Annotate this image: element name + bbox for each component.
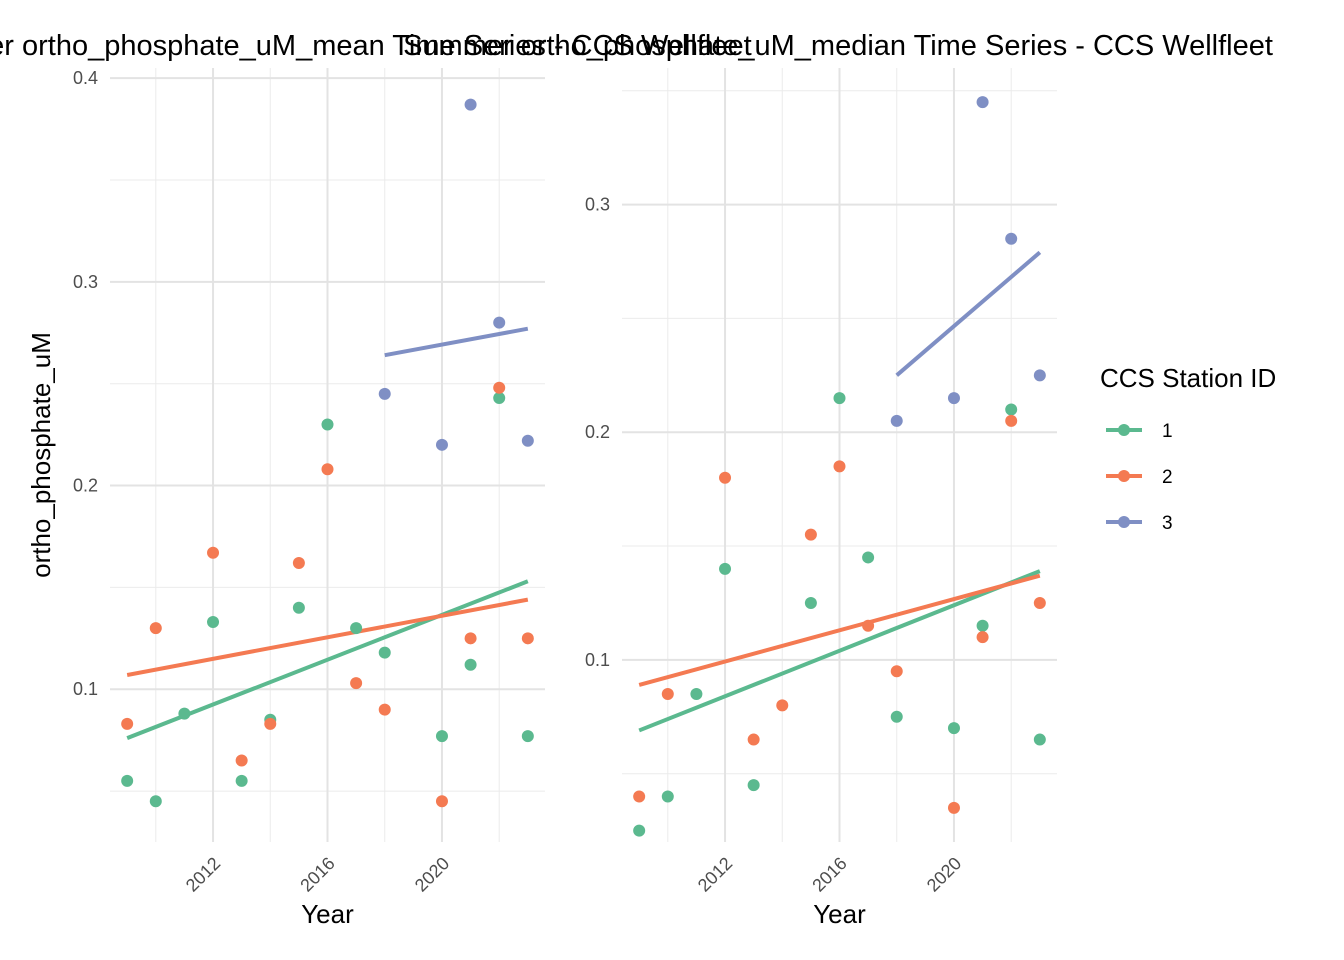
data-point-series-2 <box>633 790 645 802</box>
x-axis-title: Year <box>301 899 354 929</box>
data-point-series-2 <box>207 547 219 559</box>
data-point-series-2 <box>493 382 505 394</box>
legend-key-point <box>1118 470 1130 482</box>
data-point-series-2 <box>236 755 248 767</box>
legend-title: CCS Station ID <box>1100 363 1276 393</box>
data-point-series-3 <box>891 415 903 427</box>
x-tick-label: 2016 <box>808 853 850 895</box>
data-point-series-2 <box>121 718 133 730</box>
data-point-series-1 <box>977 620 989 632</box>
x-tick-label: 2012 <box>182 853 224 895</box>
data-point-series-2 <box>322 463 334 475</box>
legend-entry-1: 1 <box>1106 421 1173 442</box>
trend-line-series-3 <box>385 329 528 355</box>
chart-title: Summer ortho_phosphate_uM_median Time Se… <box>403 30 1273 62</box>
data-point-series-1 <box>293 602 305 614</box>
data-point-series-2 <box>1034 597 1046 609</box>
x-axis-title: Year <box>813 899 866 929</box>
data-point-series-1 <box>662 790 674 802</box>
data-point-series-3 <box>977 96 989 108</box>
data-point-series-1 <box>748 779 760 791</box>
data-point-series-2 <box>719 472 731 484</box>
legend-label: 3 <box>1162 513 1173 534</box>
data-point-series-1 <box>522 730 534 742</box>
legend-key-point <box>1118 424 1130 436</box>
data-point-series-1 <box>436 730 448 742</box>
data-point-series-1 <box>862 551 874 563</box>
y-tick-label: 0.1 <box>585 650 610 670</box>
trend-line-series-3 <box>897 252 1040 375</box>
y-tick-label: 0.3 <box>73 272 98 292</box>
data-point-series-2 <box>293 557 305 569</box>
y-tick-label: 0.2 <box>73 476 98 496</box>
legend-entry-2: 2 <box>1106 467 1173 488</box>
data-point-series-1 <box>379 647 391 659</box>
data-point-series-2 <box>948 802 960 814</box>
data-point-series-3 <box>522 435 534 447</box>
legend-label: 1 <box>1162 421 1173 442</box>
data-point-series-1 <box>690 688 702 700</box>
data-point-series-1 <box>834 392 846 404</box>
data-point-series-1 <box>633 825 645 837</box>
data-point-series-1 <box>207 616 219 628</box>
x-tick-label: 2020 <box>411 853 453 895</box>
data-point-series-3 <box>493 317 505 329</box>
y-axis-title: ortho_phosphate_uM <box>26 332 56 578</box>
data-point-series-1 <box>891 711 903 723</box>
legend-key-point <box>1118 516 1130 528</box>
data-point-series-2 <box>150 622 162 634</box>
gridlines <box>622 68 1057 842</box>
data-point-series-3 <box>1034 369 1046 381</box>
data-point-series-1 <box>236 775 248 787</box>
data-point-series-3 <box>465 99 477 111</box>
data-point-series-1 <box>948 722 960 734</box>
y-tick-label: 0.3 <box>585 195 610 215</box>
legend-label: 2 <box>1162 467 1173 488</box>
data-point-series-3 <box>379 388 391 400</box>
panel-2: 0.1 0.2 0.3 2012 2016 2020 Year Summer ortho_ph… <box>403 30 1273 929</box>
y-tick-label: 0.1 <box>73 679 98 699</box>
data-point-series-2 <box>748 734 760 746</box>
data-point-series-2 <box>891 665 903 677</box>
data-point-series-3 <box>1005 233 1017 245</box>
data-point-series-1 <box>805 597 817 609</box>
data-point-series-1 <box>121 775 133 787</box>
data-point-series-1 <box>1005 403 1017 415</box>
data-point-series-2 <box>522 632 534 644</box>
data-point-series-2 <box>436 795 448 807</box>
data-point-series-2 <box>834 460 846 472</box>
data-point-series-1 <box>465 659 477 671</box>
data-point-series-2 <box>977 631 989 643</box>
data-point-series-3 <box>436 439 448 451</box>
data-point-series-2 <box>805 529 817 541</box>
chart-panels: 0.1 0.2 0.3 0.4 2012 2016 2020 Year ortho_phosph… <box>0 30 1273 929</box>
data-point-series-1 <box>322 418 334 430</box>
y-tick-label: 0.4 <box>73 68 98 88</box>
x-tick-label: 2016 <box>296 853 338 895</box>
data-point-series-2 <box>379 704 391 716</box>
data-point-series-2 <box>264 718 276 730</box>
data-point-series-1 <box>178 708 190 720</box>
x-tick-label: 2012 <box>694 853 736 895</box>
legend-entry-3: 3 <box>1106 513 1173 534</box>
data-point-series-2 <box>1005 415 1017 427</box>
data-point-series-1 <box>719 563 731 575</box>
legend-entries: 1 2 3 <box>1106 421 1173 534</box>
x-tick-label: 2020 <box>923 853 965 895</box>
data-point-series-2 <box>862 620 874 632</box>
data-point-series-1 <box>1034 734 1046 746</box>
data-point-series-2 <box>465 632 477 644</box>
data-point-series-2 <box>350 677 362 689</box>
data-point-series-1 <box>150 795 162 807</box>
data-point-series-3 <box>948 392 960 404</box>
y-tick-label: 0.2 <box>585 422 610 442</box>
data-point-series-2 <box>662 688 674 700</box>
legend: CCS Station ID 1 2 3 <box>1100 363 1276 534</box>
gridlines <box>110 68 545 842</box>
data-point-series-2 <box>776 699 788 711</box>
data-point-series-1 <box>350 622 362 634</box>
